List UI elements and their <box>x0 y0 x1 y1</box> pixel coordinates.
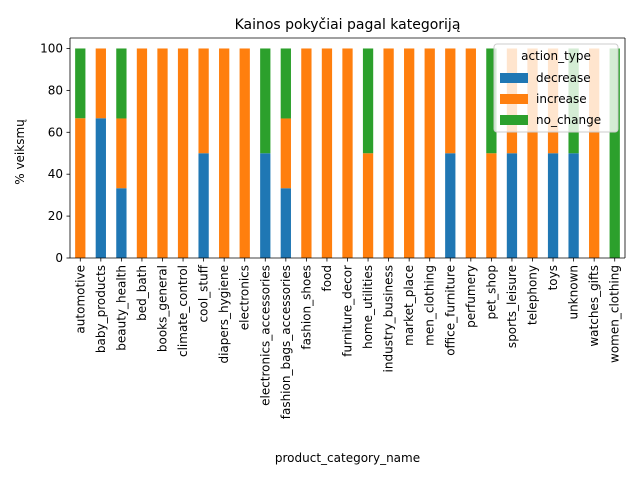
bar-decrease-sports_leisure <box>506 153 518 258</box>
x-tick-label: fashion_bags_accessories <box>279 265 293 419</box>
chart-title: Kainos pokyčiai pagal kategoriją <box>235 17 461 33</box>
bar-increase-beauty_health <box>116 118 127 189</box>
legend-swatch-decrease <box>500 73 528 83</box>
bar-increase-diapers_hygiene <box>219 48 230 259</box>
bar-increase-industry_business <box>383 48 394 259</box>
bar-increase-furniture_decor <box>342 48 353 259</box>
bar-increase-men_clothing <box>424 48 435 259</box>
x-tick-label: home_utilities <box>361 265 375 349</box>
y-axis-label: % veiksmų <box>13 119 27 185</box>
legend-title: action_type <box>521 49 591 63</box>
legend-box <box>493 43 619 133</box>
x-tick-label: sports_leisure <box>505 265 519 348</box>
bar-no_change-women_clothing <box>609 48 620 259</box>
bar-increase-baby_products <box>95 48 106 119</box>
bar-increase-office_furniture <box>445 48 456 154</box>
bar-decrease-fashion_bags_accessories <box>280 188 291 258</box>
legend-label-no_change: no_change <box>536 113 601 127</box>
bar-decrease-cool_stuff <box>198 153 209 258</box>
bar-decrease-beauty_health <box>116 188 127 258</box>
bar-increase-pet_shop <box>486 153 497 258</box>
x-tick-label: electronics <box>238 265 252 330</box>
legend-swatch-no_change <box>500 115 528 125</box>
x-tick-label: automotive <box>73 265 87 334</box>
y-tick-label: 60 <box>48 125 63 139</box>
x-tick-label: market_place <box>402 265 416 346</box>
x-tick-label: watches_gifts <box>587 265 601 347</box>
bar-decrease-unknown <box>568 153 579 258</box>
bar-increase-cool_stuff <box>198 48 209 154</box>
bar-no_change-home_utilities <box>362 48 374 154</box>
x-tick-label: perfumery <box>464 265 478 328</box>
bar-decrease-office_furniture <box>445 153 456 258</box>
x-axis-label: product_category_name <box>275 451 420 465</box>
bar-increase-automotive <box>75 118 86 258</box>
bar-no_change-pet_shop <box>486 48 497 154</box>
x-tick-label: toys <box>546 265 560 290</box>
bar-decrease-electronics_accessories <box>260 153 271 258</box>
x-tick-label: telephony <box>526 265 540 325</box>
x-tick-label: furniture_decor <box>341 265 355 357</box>
x-tick-label: cool_stuff <box>197 264 211 322</box>
x-tick-label: office_furniture <box>443 265 457 356</box>
y-tick-label: 80 <box>48 83 63 97</box>
legend-label-decrease: decrease <box>536 71 591 85</box>
bar-increase-home_utilities <box>362 153 374 258</box>
x-tick-label: bed_bath <box>135 265 149 321</box>
bar-increase-food <box>321 48 333 259</box>
x-tick-label: beauty_health <box>114 265 128 351</box>
bar-decrease-baby_products <box>95 118 106 258</box>
bar-decrease-toys <box>547 153 559 258</box>
legend-swatch-increase <box>500 94 528 104</box>
x-tick-label: women_clothing <box>608 265 622 363</box>
axes-layer: 0 20 40 60 80 100 automotive baby_products beaut… <box>40 37 626 419</box>
y-tick-label: 40 <box>48 167 63 181</box>
legend-label-increase: increase <box>536 92 587 106</box>
bar-no_change-electronics_accessories <box>260 48 271 154</box>
x-tick-label: pet_shop <box>484 265 498 320</box>
x-tick-label: diapers_hygiene <box>217 265 231 364</box>
bar-no_change-automotive <box>75 48 86 119</box>
x-tick-label: men_clothing <box>423 265 437 346</box>
bar-increase-watches_gifts <box>589 48 600 259</box>
bar-no_change-beauty_health <box>116 48 127 119</box>
bar-increase-fashion_bags_accessories <box>280 118 291 189</box>
bar-increase-market_place <box>404 48 415 259</box>
x-tick-label: baby_products <box>94 265 108 353</box>
x-tick-label: books_general <box>156 265 170 352</box>
y-tick-label: 100 <box>40 41 63 55</box>
bar-increase-electronics <box>239 48 250 259</box>
x-tick-label: electronics_accessories <box>258 265 272 406</box>
x-tick-label: food <box>320 265 334 292</box>
x-tick-label: climate_control <box>176 265 190 357</box>
x-tick-label: unknown <box>567 265 581 320</box>
y-tick-label: 0 <box>55 251 63 265</box>
legend: action_type decrease increase no_change <box>493 43 619 133</box>
y-tick-label: 20 <box>48 209 63 223</box>
bar-increase-bed_bath <box>136 48 148 259</box>
bar-increase-books_general <box>157 48 168 259</box>
x-tick-label: fashion_shoes <box>299 265 313 350</box>
bar-no_change-fashion_bags_accessories <box>280 48 291 119</box>
x-tick-label: industry_business <box>382 265 396 372</box>
bar-increase-climate_control <box>177 48 189 259</box>
bar-increase-fashion_shoes <box>301 48 312 259</box>
bar-increase-telephony <box>527 48 538 259</box>
bar-increase-perfumery <box>465 48 476 259</box>
